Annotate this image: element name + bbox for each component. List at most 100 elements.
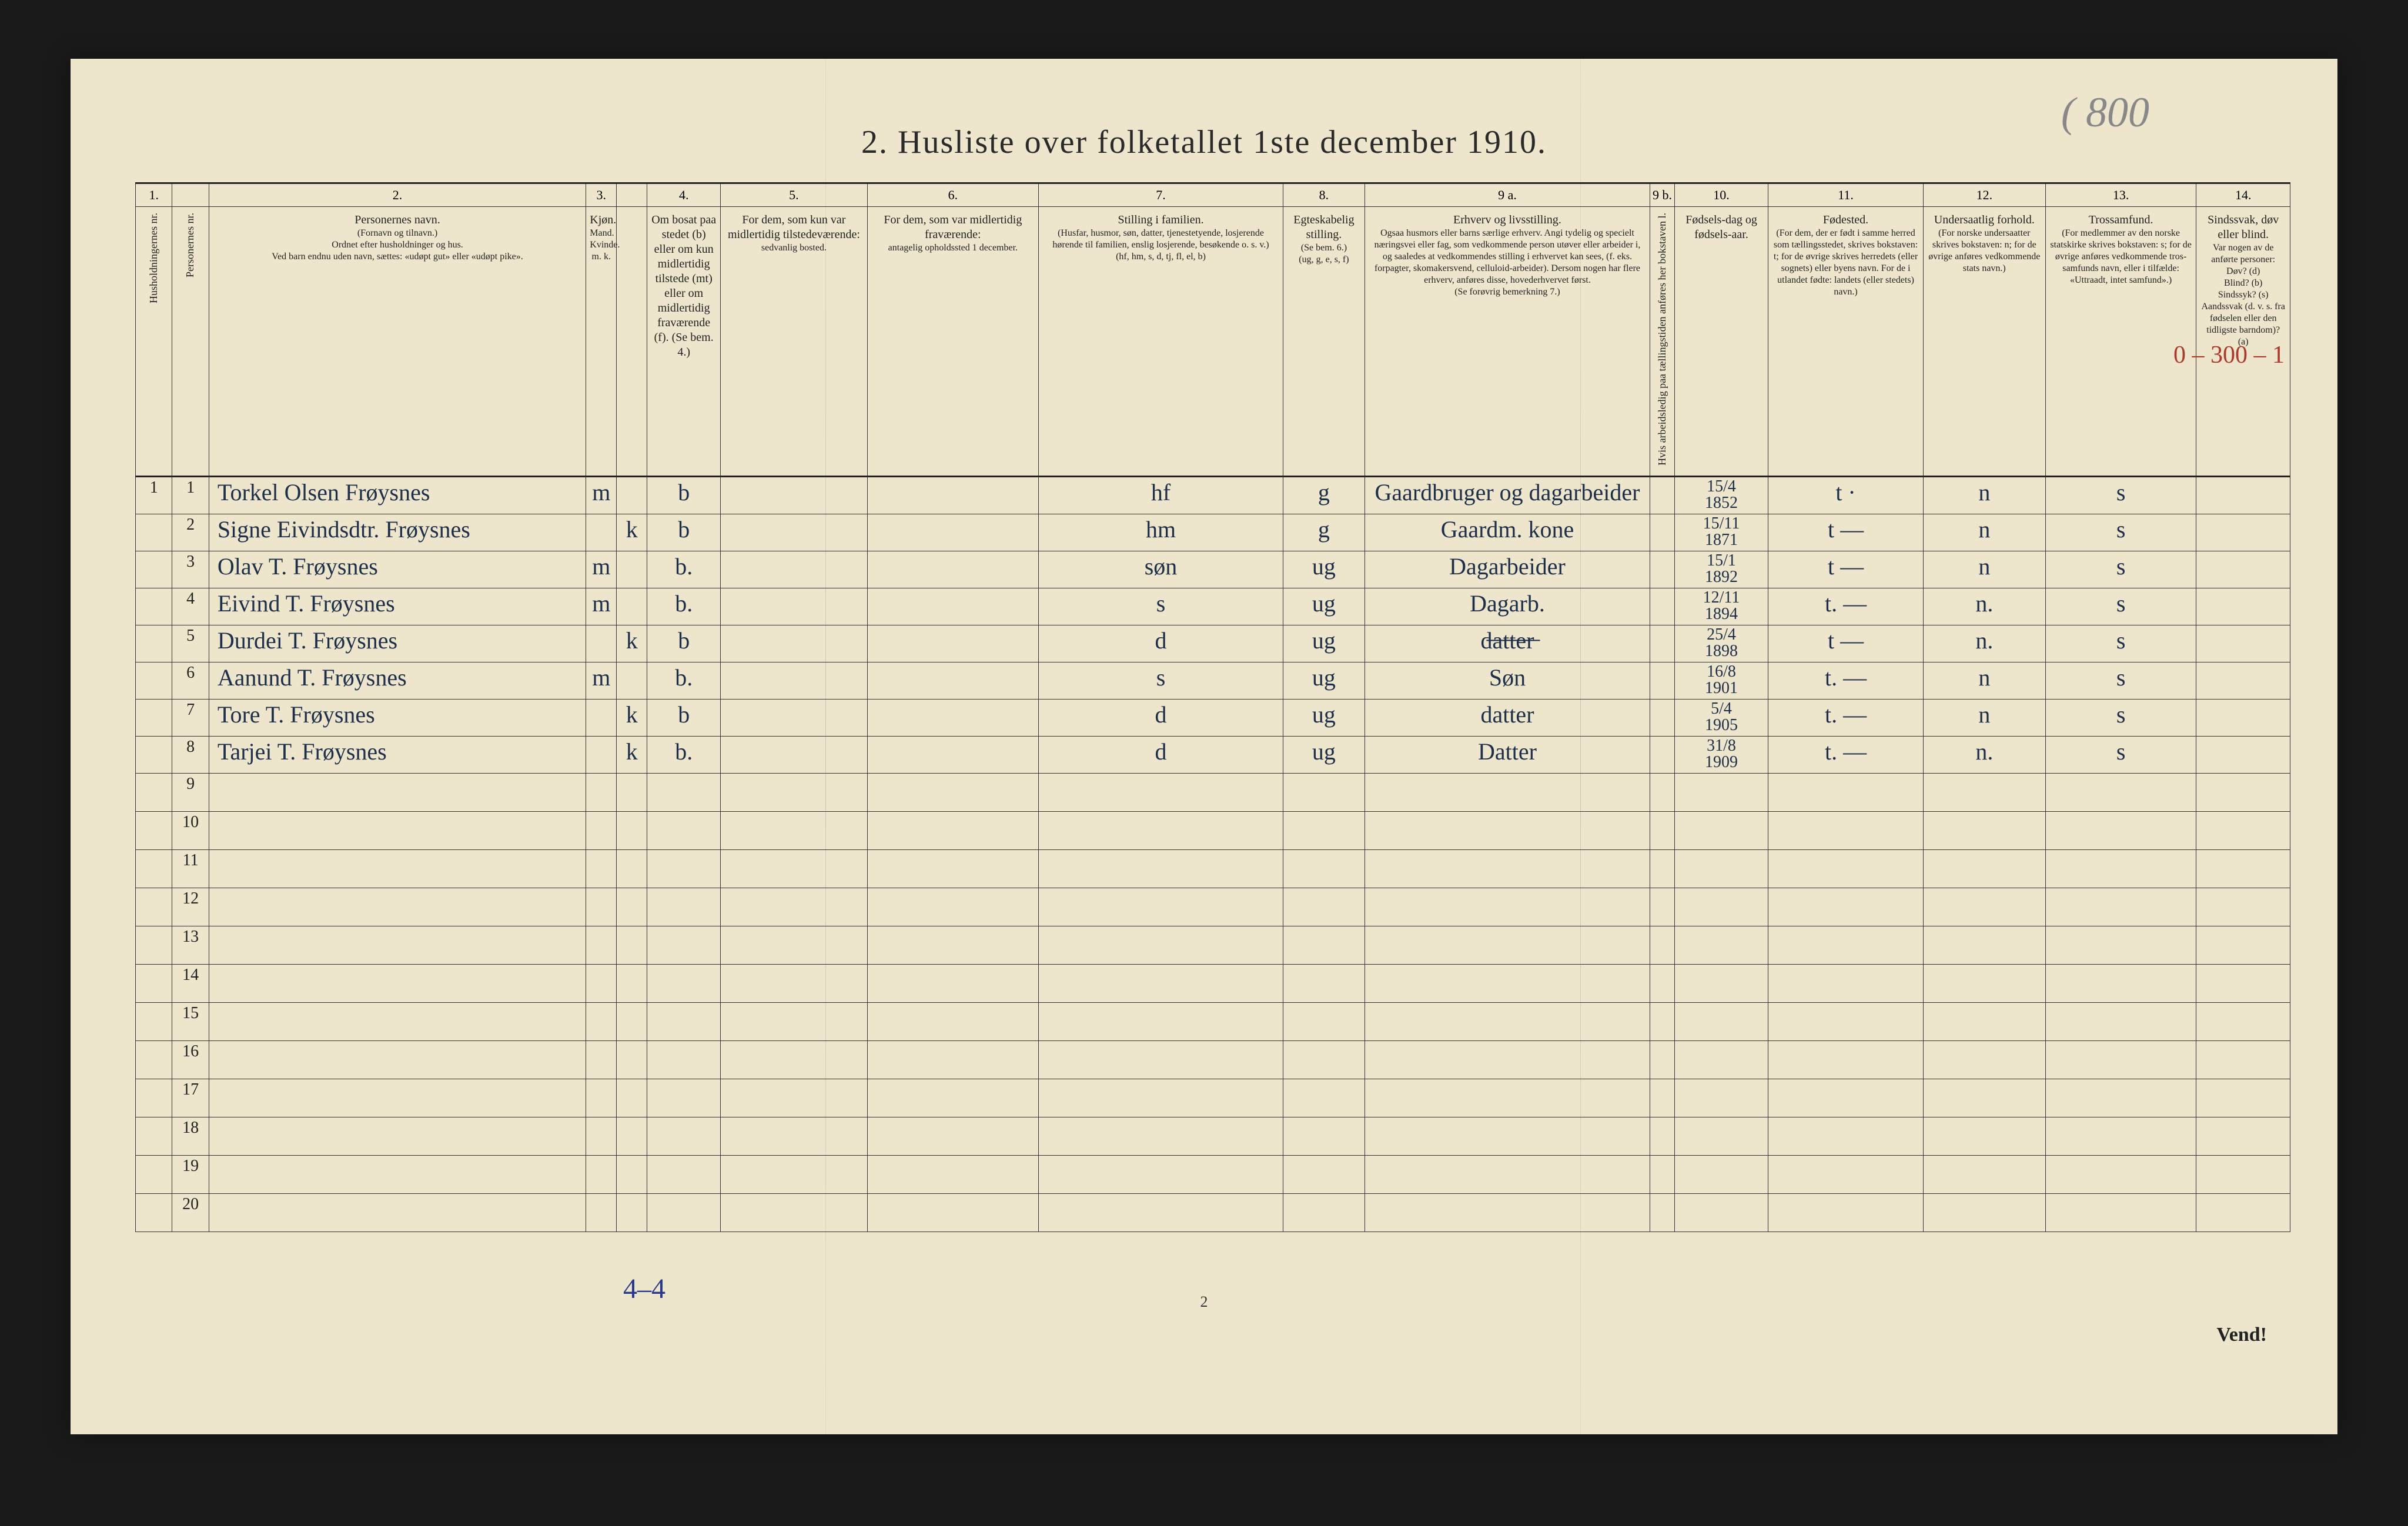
cell-k bbox=[617, 1079, 647, 1117]
cell-dis bbox=[2196, 1193, 2290, 1231]
table-row: 9 bbox=[136, 773, 2290, 811]
cell-hh: 1 bbox=[136, 476, 172, 514]
cell-nat: n. bbox=[1923, 588, 2045, 625]
cell-absent bbox=[867, 1155, 1038, 1193]
cell-pn: 11 bbox=[172, 849, 209, 888]
cell-hh bbox=[136, 1079, 172, 1117]
cell-l bbox=[1650, 773, 1675, 811]
cell-k bbox=[617, 1193, 647, 1231]
cell-hh bbox=[136, 926, 172, 964]
cell-fam bbox=[1038, 1040, 1283, 1079]
cell-occ bbox=[1364, 1193, 1650, 1231]
cell-pn: 14 bbox=[172, 964, 209, 1002]
cell-pn: 7 bbox=[172, 699, 209, 736]
cell-mar bbox=[1283, 849, 1365, 888]
cell-nat bbox=[1923, 1117, 2045, 1155]
column-number: 14. bbox=[2196, 183, 2290, 207]
cell-l bbox=[1650, 888, 1675, 926]
table-row: 19 bbox=[136, 1155, 2290, 1193]
column-header: Kjøn.Mand. Kvinde.m. k. bbox=[586, 207, 617, 477]
cell-pn: 9 bbox=[172, 773, 209, 811]
cell-dob: 31/81909 bbox=[1674, 736, 1768, 773]
cell-rel: s bbox=[2045, 662, 2196, 699]
cell-k bbox=[617, 964, 647, 1002]
pencil-annotation: ( 800 bbox=[2061, 88, 2149, 137]
cell-dis bbox=[2196, 1079, 2290, 1117]
cell-l bbox=[1650, 964, 1675, 1002]
cell-m bbox=[586, 1117, 617, 1155]
cell-k: k bbox=[617, 699, 647, 736]
cell-fam bbox=[1038, 1117, 1283, 1155]
cell-l bbox=[1650, 625, 1675, 662]
cell-absent bbox=[867, 1002, 1038, 1040]
cell-pn: 19 bbox=[172, 1155, 209, 1193]
cell-res bbox=[647, 849, 721, 888]
cell-l bbox=[1650, 588, 1675, 625]
cell-fam: d bbox=[1038, 625, 1283, 662]
cell-rel: s bbox=[2045, 476, 2196, 514]
column-header: Personernes nr. bbox=[172, 207, 209, 477]
cell-hh bbox=[136, 662, 172, 699]
census-table: 1.2.3.4.5.6.7.8.9 a.9 b.10.11.12.13.14. … bbox=[135, 182, 2290, 1232]
cell-l bbox=[1650, 476, 1675, 514]
cell-name bbox=[209, 811, 586, 849]
cell-m bbox=[586, 849, 617, 888]
cell-m bbox=[586, 699, 617, 736]
cell-away bbox=[721, 699, 868, 736]
cell-away bbox=[721, 888, 868, 926]
cell-fam bbox=[1038, 849, 1283, 888]
cell-dob bbox=[1674, 1040, 1768, 1079]
cell-dob: 16/81901 bbox=[1674, 662, 1768, 699]
table-body: 11Torkel Olsen FrøysnesmbhfgGaardbruger … bbox=[136, 476, 2290, 1231]
cell-nat bbox=[1923, 1079, 2045, 1117]
cell-res bbox=[647, 1079, 721, 1117]
table-row: 13 bbox=[136, 926, 2290, 964]
cell-l bbox=[1650, 1193, 1675, 1231]
cell-pn: 10 bbox=[172, 811, 209, 849]
cell-name bbox=[209, 964, 586, 1002]
cell-dis bbox=[2196, 849, 2290, 888]
cell-away bbox=[721, 1155, 868, 1193]
cell-l bbox=[1650, 551, 1675, 588]
cell-dob bbox=[1674, 926, 1768, 964]
cell-k bbox=[617, 1117, 647, 1155]
table-row: 20 bbox=[136, 1193, 2290, 1231]
cell-hh bbox=[136, 1155, 172, 1193]
cell-absent bbox=[867, 1193, 1038, 1231]
cell-m bbox=[586, 1193, 617, 1231]
cell-pn: 5 bbox=[172, 625, 209, 662]
cell-rel bbox=[2045, 1117, 2196, 1155]
cell-nat bbox=[1923, 964, 2045, 1002]
cell-l bbox=[1650, 736, 1675, 773]
cell-dob: 25/41898 bbox=[1674, 625, 1768, 662]
cell-nat: n bbox=[1923, 662, 2045, 699]
cell-res bbox=[647, 773, 721, 811]
cell-pn: 1 bbox=[172, 476, 209, 514]
cell-m: m bbox=[586, 588, 617, 625]
cell-dob bbox=[1674, 1079, 1768, 1117]
cell-dob: 15/41852 bbox=[1674, 476, 1768, 514]
table-row: 8Tarjei T. Frøysneskb.dugDatter31/81909t… bbox=[136, 736, 2290, 773]
cell-k bbox=[617, 811, 647, 849]
cell-mar: ug bbox=[1283, 662, 1365, 699]
cell-name: Signe Eivindsdtr. Frøysnes bbox=[209, 514, 586, 551]
cell-fam bbox=[1038, 811, 1283, 849]
cell-m bbox=[586, 1002, 617, 1040]
cell-m: m bbox=[586, 476, 617, 514]
cell-mar: ug bbox=[1283, 551, 1365, 588]
cell-pn: 4 bbox=[172, 588, 209, 625]
cell-m bbox=[586, 1040, 617, 1079]
cell-dis bbox=[2196, 811, 2290, 849]
cell-rel bbox=[2045, 1002, 2196, 1040]
cell-dis bbox=[2196, 1002, 2290, 1040]
cell-away bbox=[721, 1117, 868, 1155]
cell-res: b. bbox=[647, 588, 721, 625]
column-header: For dem, som kun var midlertidig tilsted… bbox=[721, 207, 868, 477]
cell-dob bbox=[1674, 1002, 1768, 1040]
cell-nat bbox=[1923, 1040, 2045, 1079]
cell-name bbox=[209, 1079, 586, 1117]
cell-fam bbox=[1038, 1002, 1283, 1040]
column-number: 11. bbox=[1768, 183, 1924, 207]
cell-away bbox=[721, 1040, 868, 1079]
cell-pn: 20 bbox=[172, 1193, 209, 1231]
